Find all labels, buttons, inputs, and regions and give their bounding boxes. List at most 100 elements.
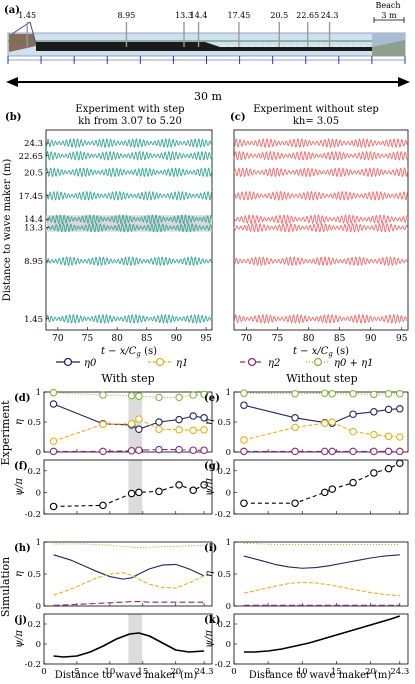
series-line [53,572,205,596]
gauge-label: 13.3 [175,11,193,20]
gauge-timeseries [45,190,213,201]
data-point [127,447,136,455]
beach-slope [372,40,405,56]
ytick-label: 0 [36,488,41,498]
data-point [240,499,248,507]
xlabel-right: Distance to wave maker (m) [249,670,392,681]
data-point [321,419,329,427]
step-band [128,614,143,664]
legend-label: η0 + η1 [334,358,373,369]
panel-label-j: (j) [14,615,27,626]
timeseries-c [233,138,409,324]
ts-xtick-label: 95 [396,334,408,344]
data-point [135,446,143,454]
plot-frame [43,613,213,665]
data-point [99,420,107,429]
gauge-timeseries [45,214,213,225]
arrow-head-right [398,77,410,87]
data-point [49,388,58,397]
data-point [135,425,143,433]
row-label-simulation: Simulation [0,557,12,617]
data-point [135,392,143,400]
ts-xtick-label: 90 [365,334,377,344]
panel-label-a: (a) [4,5,20,16]
tank-tick-marks [7,56,406,64]
data-point [49,437,58,445]
data-point [240,389,248,397]
ytick-label: 0 [36,640,41,650]
ts-xtick-label: 70 [52,334,64,344]
panel-label-h: (h) [14,543,31,554]
ts-xtick-label: 95 [200,334,212,344]
data-point [291,447,299,456]
data-point [189,486,197,494]
ytick-label: 0 [226,488,231,498]
ts-ytick-label: 20.5 [24,168,43,178]
wave-maker-arm-2 [29,21,37,45]
gauge-timeseries [45,167,213,178]
data-point [370,469,378,477]
ytick-label: -0.2 [25,510,41,520]
title-c-line1: Experiment without step [253,104,379,115]
data-point [396,459,404,467]
gauge-timeseries [45,150,213,161]
plot-frame [43,459,213,515]
series-line [243,554,400,569]
data-point [175,393,183,402]
gauge-timeseries [233,138,409,149]
series-line [243,462,401,504]
xtick-label: 5 [74,667,79,677]
data-point [384,464,393,473]
gauge-label: 8.95 [118,11,136,20]
panel-e: 0 0.5 1 (e) η [204,388,409,458]
data-point [370,408,378,416]
xtick-label: 10 [297,667,308,677]
xtick-label: 10 [104,667,115,677]
legend-marker [247,357,257,367]
small-panels: 00.51(d)η00.51(e)η-0.200.2(f)ψ/π-0.200.2… [14,388,409,677]
xtick-label: 20 [365,667,376,677]
ylabel-j: ψ/π [14,630,25,648]
legend: η0 η1 η2 η0 + η1 [56,357,373,369]
data-point [240,447,248,456]
ytick-label: 0.5 [27,418,41,428]
data-point [127,420,136,428]
panel-d: 0 0.5 1 (d) η [14,388,213,458]
series-line [53,554,205,580]
data-point [349,478,357,487]
timeseries-b [45,138,213,324]
data-point [99,447,107,456]
data-point [200,414,208,422]
ylabel-f: ψ/π [14,478,25,496]
data-point [155,425,163,433]
ytick-label: 0.5 [27,570,41,580]
data-point [135,488,143,497]
ts-xtick-label: 80 [303,334,315,344]
gauge-label: 1.45 [18,11,36,20]
panel-f: -0.2 0 0.2(f) ψ/π [14,459,213,520]
ytick-label: 0.5 [217,418,231,428]
data-point [370,447,378,456]
data-point [291,499,299,507]
ylabel-h: η [14,571,25,577]
panel-label-i: (i) [204,543,217,554]
data-point [396,390,404,398]
ts-ytick-label: 14.4 [24,215,43,225]
beach-label: Beach [375,1,400,10]
ylabel-g: ψ/π [204,478,215,496]
data-point [349,410,357,418]
legend-marker [63,357,73,367]
tank-length-label: 30 m [194,90,222,103]
ts-xtick-label: 85 [141,334,153,344]
ytick-label: 1 [226,388,231,398]
ytick-label: 0.2 [217,467,231,477]
data-point [396,433,404,441]
title-b-line2: kh from 3.07 to 5.20 [78,116,182,127]
gauge-label: 24.3 [321,11,339,20]
data-point [240,401,248,409]
data-point [396,447,404,456]
xtick-label: 20 [170,667,181,677]
column-title-right: Without step [286,372,357,385]
ytick-label: 0 [36,602,41,612]
